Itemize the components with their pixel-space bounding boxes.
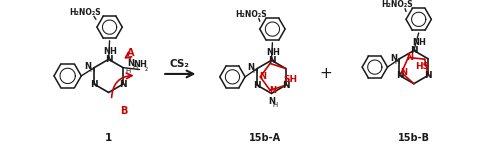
Text: NH: NH xyxy=(134,60,147,69)
Text: H₂NO₂S: H₂NO₂S xyxy=(70,8,101,17)
Text: N: N xyxy=(268,56,276,65)
Text: N: N xyxy=(105,55,112,64)
Text: HS: HS xyxy=(414,61,429,70)
Text: B: B xyxy=(120,106,128,116)
Text: N: N xyxy=(84,62,91,71)
Text: H₂NO₂S: H₂NO₂S xyxy=(235,10,267,19)
Text: NH: NH xyxy=(412,38,426,47)
Text: H: H xyxy=(132,64,138,70)
Text: +: + xyxy=(320,66,332,81)
Text: 1: 1 xyxy=(105,133,112,143)
Text: N: N xyxy=(424,71,432,80)
Text: N: N xyxy=(410,46,418,55)
Text: NH: NH xyxy=(266,48,280,57)
Text: ₂: ₂ xyxy=(145,64,148,73)
Text: N: N xyxy=(400,68,407,77)
Text: N: N xyxy=(260,72,266,81)
Text: H: H xyxy=(252,68,258,74)
Text: SH: SH xyxy=(284,75,298,84)
Text: H: H xyxy=(89,67,94,73)
Text: N: N xyxy=(268,97,275,106)
Text: N: N xyxy=(119,80,127,89)
Text: 15b-A: 15b-A xyxy=(248,133,280,143)
Text: 15b-B: 15b-B xyxy=(398,133,430,143)
Text: H: H xyxy=(125,68,130,74)
Text: N: N xyxy=(396,71,404,80)
Text: N: N xyxy=(270,86,276,95)
Text: H₂NO₂S: H₂NO₂S xyxy=(382,0,413,9)
Text: N: N xyxy=(128,59,134,68)
Text: H: H xyxy=(395,59,400,65)
Text: NH: NH xyxy=(104,47,118,56)
Text: N: N xyxy=(90,80,98,89)
Text: N: N xyxy=(282,81,290,90)
Text: N: N xyxy=(406,53,414,62)
Text: CS₂: CS₂ xyxy=(170,59,190,69)
Text: N: N xyxy=(254,81,261,90)
Text: N: N xyxy=(390,54,397,63)
Text: A: A xyxy=(127,48,134,58)
Text: H: H xyxy=(272,102,278,108)
Text: N: N xyxy=(248,63,254,72)
